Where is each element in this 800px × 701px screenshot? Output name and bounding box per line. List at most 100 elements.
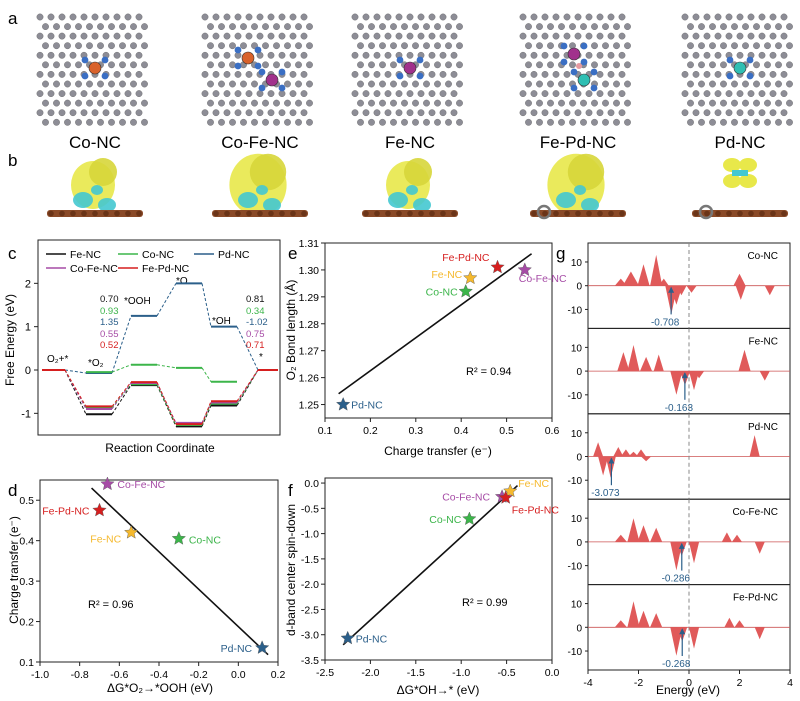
carbon-atom [357,99,364,107]
carbon-atom [714,71,722,78]
carbon-atom [47,51,55,59]
carbon-atom [395,90,403,98]
sheet-atom [619,210,625,217]
dos-ytick-label: 10 [571,514,583,525]
panel-c-ytick-label: 1 [25,322,31,334]
sheet-atom [213,210,219,217]
carbon-atom [273,23,280,30]
carbon-atom [428,13,436,21]
carbon-atom [42,42,49,50]
carbon-atom [401,42,408,50]
carbon-atom [306,61,313,69]
carbon-atom [113,13,121,21]
carbon-atom [212,13,220,21]
carbon-atom [585,51,593,59]
annot-left-co: 0.93 [100,306,119,317]
carbon-atom [75,61,82,69]
sheet-atom [542,210,548,217]
carbon-atom [714,51,722,59]
sheet-atom [418,210,424,217]
carbon-atom [580,118,587,126]
carbon-atom [736,32,744,40]
carbon-atom [212,51,220,59]
carbon-atom [775,99,782,107]
carbon-atom [130,80,137,88]
ytick-label: 1.29 [299,292,320,304]
panel-c-co-upper [86,363,237,383]
energy-connector [64,369,87,374]
sheet-atom [268,210,274,217]
carbon-atom [450,51,458,59]
xtick-label: -0.6 [110,669,128,681]
carbon-atom [624,23,631,30]
carbon-atom [563,90,571,98]
carbon-atom [747,13,755,21]
carbon-atom [53,23,60,30]
carbon-atom [395,32,403,40]
panel-c-series-fe-nc [42,369,278,428]
carbon-atom [786,42,793,50]
point-label-co-nc: Co-NC [189,535,222,547]
carbon-atom [445,80,452,88]
nitrogen-atom [278,84,286,92]
carbon-atom [69,109,77,117]
carbon-atom [47,109,55,117]
carbon-atom [218,23,225,30]
xtick-label: 0.0 [545,667,560,679]
carbon-atom [456,118,463,126]
carbon-atom [450,90,458,98]
carbon-atom [273,99,280,107]
nitrogen-atom [726,72,734,80]
carbon-atom [753,118,760,126]
carbon-atom [306,23,313,30]
carbon-atom [218,99,225,107]
carbon-atom [536,42,543,50]
carbon-atom [742,80,749,88]
carbon-atom [229,42,236,50]
sheet-atom [48,210,54,217]
panel-g-xlabel: Energy (eV) [656,683,720,697]
carbon-atom [753,42,760,50]
dos-xtick-label: 4 [787,677,793,689]
carbon-atom [284,42,291,50]
carbon-atom [725,109,733,117]
carbon-atom [613,80,620,88]
carbon-atom [602,80,609,88]
carbon-atom [91,32,99,40]
dos-peak [653,354,664,372]
point-label-co-fe-nc: Co-Fe-NC [442,492,490,504]
panel-e-ylabel: O₂ Bond length (Å) [283,280,298,381]
carbon-atom [75,99,82,107]
carbon-atom [563,32,571,40]
sheet-atom [125,210,131,217]
carbon-atom [736,109,744,117]
dos-ytick-label: 10 [571,258,583,269]
carbon-atom [362,90,370,98]
sheet-atom [575,210,581,217]
dos-panel-fe-pd-nc: 10 0 -10 Fe-Pd-NC -0.268 [568,584,791,671]
carbon-atom [229,80,236,88]
structure-0 [36,13,148,126]
isosurface-yellow [89,158,117,186]
carbon-atom [300,32,308,40]
carbon-atom [591,23,598,30]
carbon-atom [351,13,359,21]
panel-f-xlabel: ΔG*OH→* (eV) [397,683,480,697]
carbon-atom [406,90,414,98]
carbon-atom [769,32,777,40]
carbon-atom [687,61,694,69]
carbon-atom [736,13,744,21]
carbon-atom [769,109,777,117]
sheet-atom [726,210,732,217]
carbon-atom [698,61,705,69]
dos-ytick-label: 0 [576,623,582,634]
dos-peak [670,627,683,656]
carbon-atom [703,32,711,40]
carbon-atom [36,13,44,21]
ytick-label: 1.31 [299,238,320,250]
carbon-atom [368,99,375,107]
carbon-atom [563,109,571,117]
sheet-atom [235,210,241,217]
carbon-atom [519,51,527,59]
carbon-atom [262,99,269,107]
